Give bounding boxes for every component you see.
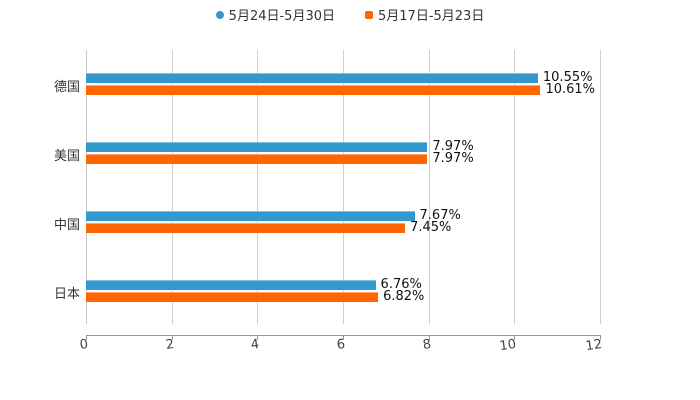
bar-value-label: 7.97% [432, 139, 474, 154]
legend-label: 5月17日-5月23日 [378, 9, 485, 24]
x-tick-label: 6 [335, 337, 347, 354]
x-tick-label: 0 [78, 337, 90, 354]
y-category-label: 日本 [53, 287, 80, 302]
y-category-label: 德国 [53, 80, 80, 95]
y-axis-line [86, 50, 87, 324]
bar[interactable] [86, 223, 406, 233]
bar-value-label: 10.61% [545, 82, 596, 97]
gridline [600, 50, 601, 324]
y-category-label: 美国 [53, 149, 80, 164]
x-tick [600, 335, 601, 340]
legend-square-icon [365, 10, 373, 19]
bar-value-label: 10.55% [542, 70, 593, 85]
bar-value-label: 7.67% [419, 208, 461, 223]
bar[interactable] [86, 73, 538, 83]
bar-value-label: 7.45% [410, 220, 452, 235]
bar[interactable] [86, 292, 379, 302]
gridline [428, 50, 430, 324]
gridline [257, 50, 259, 324]
legend-circle-icon [215, 10, 224, 19]
gridline [343, 50, 344, 324]
x-tick [343, 335, 344, 340]
x-tick-label: 2 [164, 337, 175, 354]
x-tick [86, 335, 87, 340]
x-tick [428, 335, 430, 340]
x-tick-label: 8 [421, 337, 432, 354]
gridline [514, 50, 516, 324]
bar-value-label: 7.97% [432, 151, 474, 166]
legend-item-series-2[interactable]: 5月17日-5月23日 [365, 5, 484, 24]
x-tick-label: 12 [584, 337, 604, 355]
bar[interactable] [86, 211, 415, 221]
x-tick [514, 335, 516, 340]
x-tick-label: 10 [498, 337, 518, 355]
bar-value-label: 6.82% [383, 289, 425, 304]
bar[interactable] [86, 142, 428, 152]
bar[interactable] [86, 154, 428, 164]
x-tick [171, 335, 173, 340]
gridline [171, 50, 173, 324]
y-category-label: 中国 [53, 218, 80, 233]
bar[interactable] [86, 280, 376, 290]
legend-item-series-1[interactable]: 5月24日-5月30日 [215, 5, 335, 24]
legend-label: 5月24日-5月30日 [228, 9, 335, 24]
x-tick-label: 4 [250, 337, 261, 354]
chart-legend: 5月24日-5月30日 5月17日-5月23日 [0, 5, 700, 24]
bar-value-label: 6.76% [380, 277, 422, 292]
bar[interactable] [86, 85, 541, 95]
x-tick [257, 335, 259, 340]
